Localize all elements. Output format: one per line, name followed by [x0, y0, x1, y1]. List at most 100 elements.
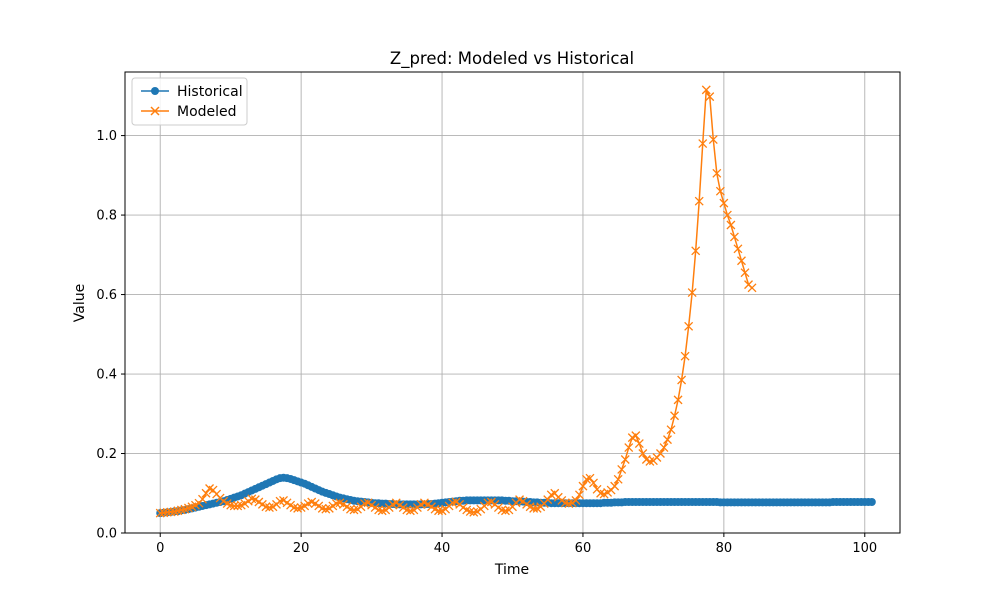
- data-point-modeled: [469, 507, 479, 517]
- y-tick-label: 0.4: [96, 368, 117, 383]
- x-tick-label: 40: [434, 541, 451, 556]
- y-axis-label: Value: [72, 284, 88, 322]
- x-axis-label: Time: [494, 562, 529, 578]
- data-point-modeled: [726, 220, 736, 230]
- legend-box: [131, 77, 248, 126]
- data-point-modeled: [166, 507, 176, 517]
- chart-title: Z_pred: Modeled vs Historical: [390, 49, 634, 69]
- data-point-modeled: [666, 425, 676, 435]
- data-point-historical: [867, 498, 876, 506]
- legend-marker-historical: [151, 87, 159, 95]
- data-point-modeled: [402, 505, 412, 515]
- data-point-modeled: [173, 506, 183, 516]
- data-point-modeled: [645, 457, 655, 466]
- data-point-modeled: [620, 455, 630, 464]
- data-point-modeled: [708, 135, 718, 145]
- data-point-modeled: [747, 283, 757, 293]
- data-point-modeled: [694, 196, 704, 206]
- y-tick-label: 0.0: [96, 527, 117, 542]
- data-point-modeled: [715, 186, 725, 196]
- data-point-modeled: [543, 495, 553, 505]
- data-point-modeled: [610, 481, 620, 491]
- x-tick-label: 20: [293, 541, 310, 556]
- data-point-modeled: [719, 198, 729, 208]
- data-point-modeled: [345, 504, 355, 514]
- data-point-modeled: [201, 488, 211, 498]
- data-point-modeled: [737, 256, 746, 266]
- data-point-modeled: [733, 244, 743, 254]
- data-point-modeled: [261, 502, 271, 512]
- data-point-modeled: [740, 268, 750, 278]
- data-point-modeled: [659, 443, 669, 453]
- data-point-modeled: [317, 503, 327, 513]
- data-point-modeled: [500, 506, 510, 516]
- data-point-modeled: [687, 288, 697, 298]
- x-tick-label: 0: [156, 541, 164, 556]
- data-point-modeled: [691, 246, 701, 256]
- data-point-modeled: [560, 498, 570, 508]
- legend-label-modeled: Modeled: [177, 104, 237, 120]
- axis-ticks: 0 20 40 60 80 100 0.0 0.2 0.4 0.6 0.8 1.0: [96, 129, 877, 556]
- data-point-modeled: [483, 498, 493, 508]
- data-point-modeled: [571, 495, 581, 505]
- data-point-modeled: [680, 351, 690, 361]
- data-point-modeled: [617, 464, 627, 474]
- y-tick-label: 0.2: [96, 447, 117, 462]
- data-point-modeled: [564, 499, 574, 509]
- data-point-modeled: [663, 435, 672, 445]
- data-point-modeled: [684, 321, 694, 331]
- data-point-modeled: [275, 496, 285, 506]
- data-point-modeled: [631, 431, 641, 441]
- series-modeled: [155, 85, 757, 518]
- legend-marker-modeled: [150, 106, 160, 116]
- data-point-modeled: [405, 506, 415, 516]
- data-point-modeled: [701, 85, 711, 95]
- series-layer: [155, 85, 876, 518]
- x-tick-label: 100: [852, 541, 877, 556]
- data-point-modeled: [677, 375, 687, 385]
- data-point-modeled: [321, 504, 331, 514]
- legend: Historical Modeled: [131, 77, 248, 126]
- data-point-modeled: [638, 449, 648, 458]
- data-point-modeled: [377, 506, 387, 516]
- data-point-modeled: [634, 439, 644, 449]
- x-tick-label: 80: [716, 541, 733, 556]
- data-point-modeled: [613, 474, 623, 484]
- y-tick-label: 1.0: [96, 129, 117, 144]
- data-point-modeled: [374, 505, 384, 515]
- data-point-modeled: [497, 505, 507, 515]
- data-point-modeled: [589, 478, 598, 488]
- data-point-modeled: [698, 139, 708, 148]
- data-point-modeled: [655, 449, 665, 458]
- data-point-modeled: [574, 490, 584, 500]
- data-point-modeled: [233, 501, 243, 511]
- data-point-modeled: [465, 507, 475, 516]
- plot-frame: [124, 71, 901, 534]
- y-tick-label: 0.6: [96, 288, 117, 303]
- data-point-modeled: [349, 505, 359, 515]
- data-point-modeled: [360, 499, 370, 509]
- data-point-modeled: [434, 506, 443, 516]
- legend-label-historical: Historical: [177, 84, 243, 100]
- data-point-modeled: [264, 503, 274, 513]
- data-point-modeled: [673, 395, 683, 405]
- data-point-modeled: [198, 494, 207, 504]
- data-point-modeled: [448, 498, 458, 508]
- data-point-modeled: [176, 505, 186, 515]
- data-point-modeled: [722, 210, 732, 220]
- data-point-modeled: [670, 411, 680, 421]
- data-point-modeled: [705, 92, 715, 102]
- data-point-modeled: [624, 443, 634, 453]
- data-point-modeled: [578, 481, 588, 491]
- data-point-modeled: [247, 494, 257, 504]
- data-point-modeled: [729, 232, 739, 242]
- data-point-modeled: [293, 503, 303, 513]
- data-point-modeled: [169, 507, 179, 516]
- data-point-modeled: [529, 503, 539, 513]
- data-point-modeled: [585, 473, 595, 483]
- data-point-modeled: [712, 168, 722, 178]
- x-tick-label: 60: [575, 541, 592, 556]
- data-point-modeled: [289, 503, 299, 513]
- y-tick-label: 0.8: [96, 209, 117, 224]
